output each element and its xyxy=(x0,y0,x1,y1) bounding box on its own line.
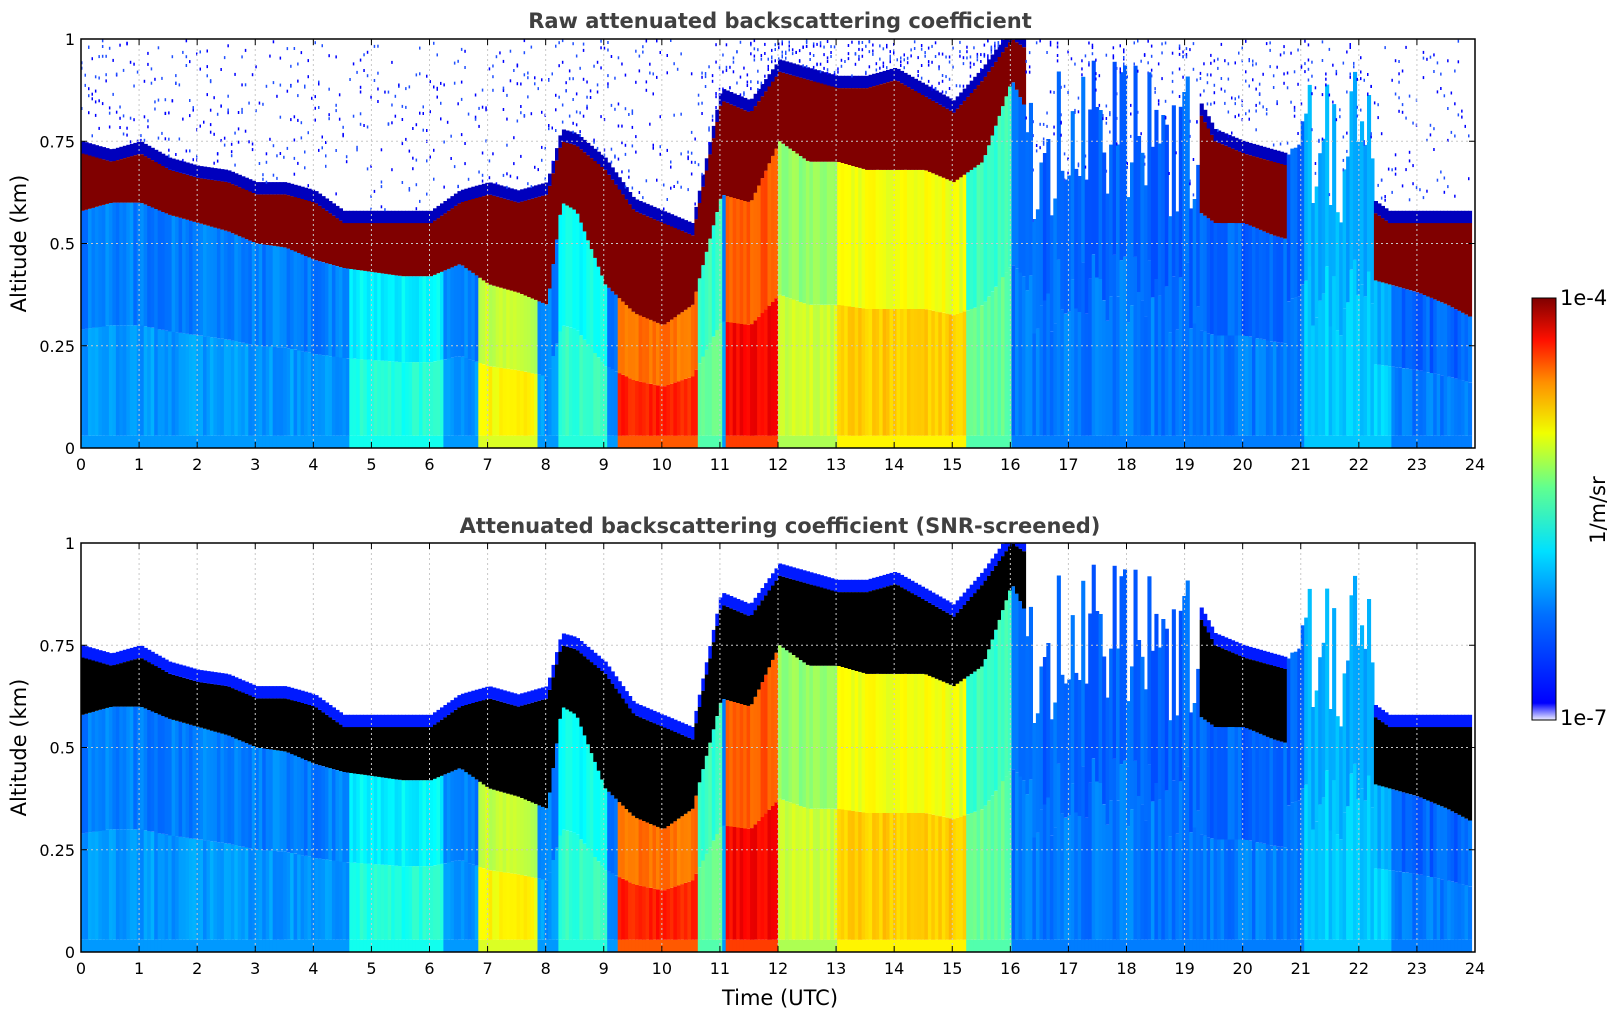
x-tick-label: 11 xyxy=(710,959,730,978)
colorbar-gradient xyxy=(1531,297,1557,721)
colorbar-unit-label: 1/m/sr xyxy=(1586,476,1610,544)
x-tick-label: 12 xyxy=(768,455,788,474)
x-tick-label: 18 xyxy=(1116,455,1136,474)
screened-backscatter-panel: Attenuated backscattering coefficient (S… xyxy=(7,514,1485,1010)
x-tick-label: 15 xyxy=(942,455,962,474)
x-tick-label: 24 xyxy=(1465,959,1485,978)
x-tick-label: 23 xyxy=(1407,959,1427,978)
x-tick-label: 0 xyxy=(76,959,86,978)
x-tick-label: 1 xyxy=(134,959,144,978)
y-tick-label: 0.25 xyxy=(39,337,75,356)
x-tick-label: 1 xyxy=(134,455,144,474)
x-tick-label: 19 xyxy=(1174,959,1194,978)
x-tick-label: 18 xyxy=(1116,959,1136,978)
y-tick-label: 1 xyxy=(65,534,75,553)
x-tick-label: 12 xyxy=(768,959,788,978)
y-tick-label: 0.75 xyxy=(39,132,75,151)
x-tick-label: 14 xyxy=(884,959,904,978)
y-tick-label: 0.25 xyxy=(39,841,75,860)
x-tick-label: 11 xyxy=(710,455,730,474)
x-tick-label: 16 xyxy=(1000,959,1020,978)
y-tick-label: 0.5 xyxy=(50,235,75,254)
x-tick-label: 7 xyxy=(482,959,492,978)
x-tick-label: 16 xyxy=(1000,455,1020,474)
x-tick-label: 5 xyxy=(366,959,376,978)
y-axis-label: Altitude (km) xyxy=(7,175,31,313)
x-tick-label: 15 xyxy=(942,959,962,978)
tick-marks: 0 1 2 3 4 5 6 7 8 9 10 11 12 13 14 15 16 17 18 19 20 21 22 23 24… xyxy=(39,30,1485,474)
y-tick-label: 0.75 xyxy=(39,636,75,655)
grid-lines xyxy=(80,38,1476,449)
x-tick-label: 21 xyxy=(1291,959,1311,978)
x-tick-label: 13 xyxy=(826,455,846,474)
x-tick-label: 17 xyxy=(1058,455,1078,474)
x-tick-label: 0 xyxy=(76,455,86,474)
x-tick-label: 4 xyxy=(308,455,318,474)
x-tick-label: 6 xyxy=(424,959,434,978)
y-tick-label: 0 xyxy=(65,439,75,458)
x-tick-label: 3 xyxy=(250,455,260,474)
x-tick-label: 10 xyxy=(652,959,672,978)
x-tick-label: 8 xyxy=(541,455,551,474)
x-tick-label: 7 xyxy=(482,455,492,474)
x-tick-label: 6 xyxy=(424,455,434,474)
colorbar-max-label: 1e-4 xyxy=(1560,286,1607,310)
x-tick-label: 8 xyxy=(541,959,551,978)
chart-title: Raw attenuated backscattering coefficien… xyxy=(528,9,1032,33)
x-tick-label: 24 xyxy=(1465,455,1485,474)
x-tick-label: 22 xyxy=(1349,959,1369,978)
x-tick-label: 21 xyxy=(1291,455,1311,474)
x-tick-label: 20 xyxy=(1232,455,1252,474)
x-tick-label: 5 xyxy=(366,455,376,474)
y-axis-label: Altitude (km) xyxy=(7,679,31,817)
x-tick-label: 19 xyxy=(1174,455,1194,474)
colorbar-min-label: 1e-7 xyxy=(1560,706,1607,730)
x-tick-label: 9 xyxy=(599,455,609,474)
x-axis-label: Time (UTC) xyxy=(721,986,838,1010)
x-tick-label: 4 xyxy=(308,959,318,978)
x-tick-label: 10 xyxy=(652,455,672,474)
x-tick-label: 23 xyxy=(1407,455,1427,474)
x-tick-label: 22 xyxy=(1349,455,1369,474)
x-tick-label: 9 xyxy=(599,959,609,978)
y-tick-label: 0 xyxy=(65,943,75,962)
chart-title: Attenuated backscattering coefficient (S… xyxy=(460,514,1101,538)
x-tick-label: 20 xyxy=(1232,959,1252,978)
tick-marks: 0 1 2 3 4 5 6 7 8 9 10 11 12 13 14 15 16 17 18 19 20 21 22 23 24… xyxy=(39,534,1485,978)
y-tick-label: 0.5 xyxy=(50,739,75,758)
y-tick-label: 1 xyxy=(65,30,75,49)
raw-backscatter-panel: Raw attenuated backscattering coefficien… xyxy=(7,9,1485,474)
x-tick-label: 13 xyxy=(826,959,846,978)
x-tick-label: 2 xyxy=(192,959,202,978)
x-tick-label: 2 xyxy=(192,455,202,474)
x-tick-label: 17 xyxy=(1058,959,1078,978)
colorbar: 1e-4 1e-7 1/m/sr xyxy=(1531,286,1610,730)
x-tick-label: 3 xyxy=(250,959,260,978)
x-tick-label: 14 xyxy=(884,455,904,474)
